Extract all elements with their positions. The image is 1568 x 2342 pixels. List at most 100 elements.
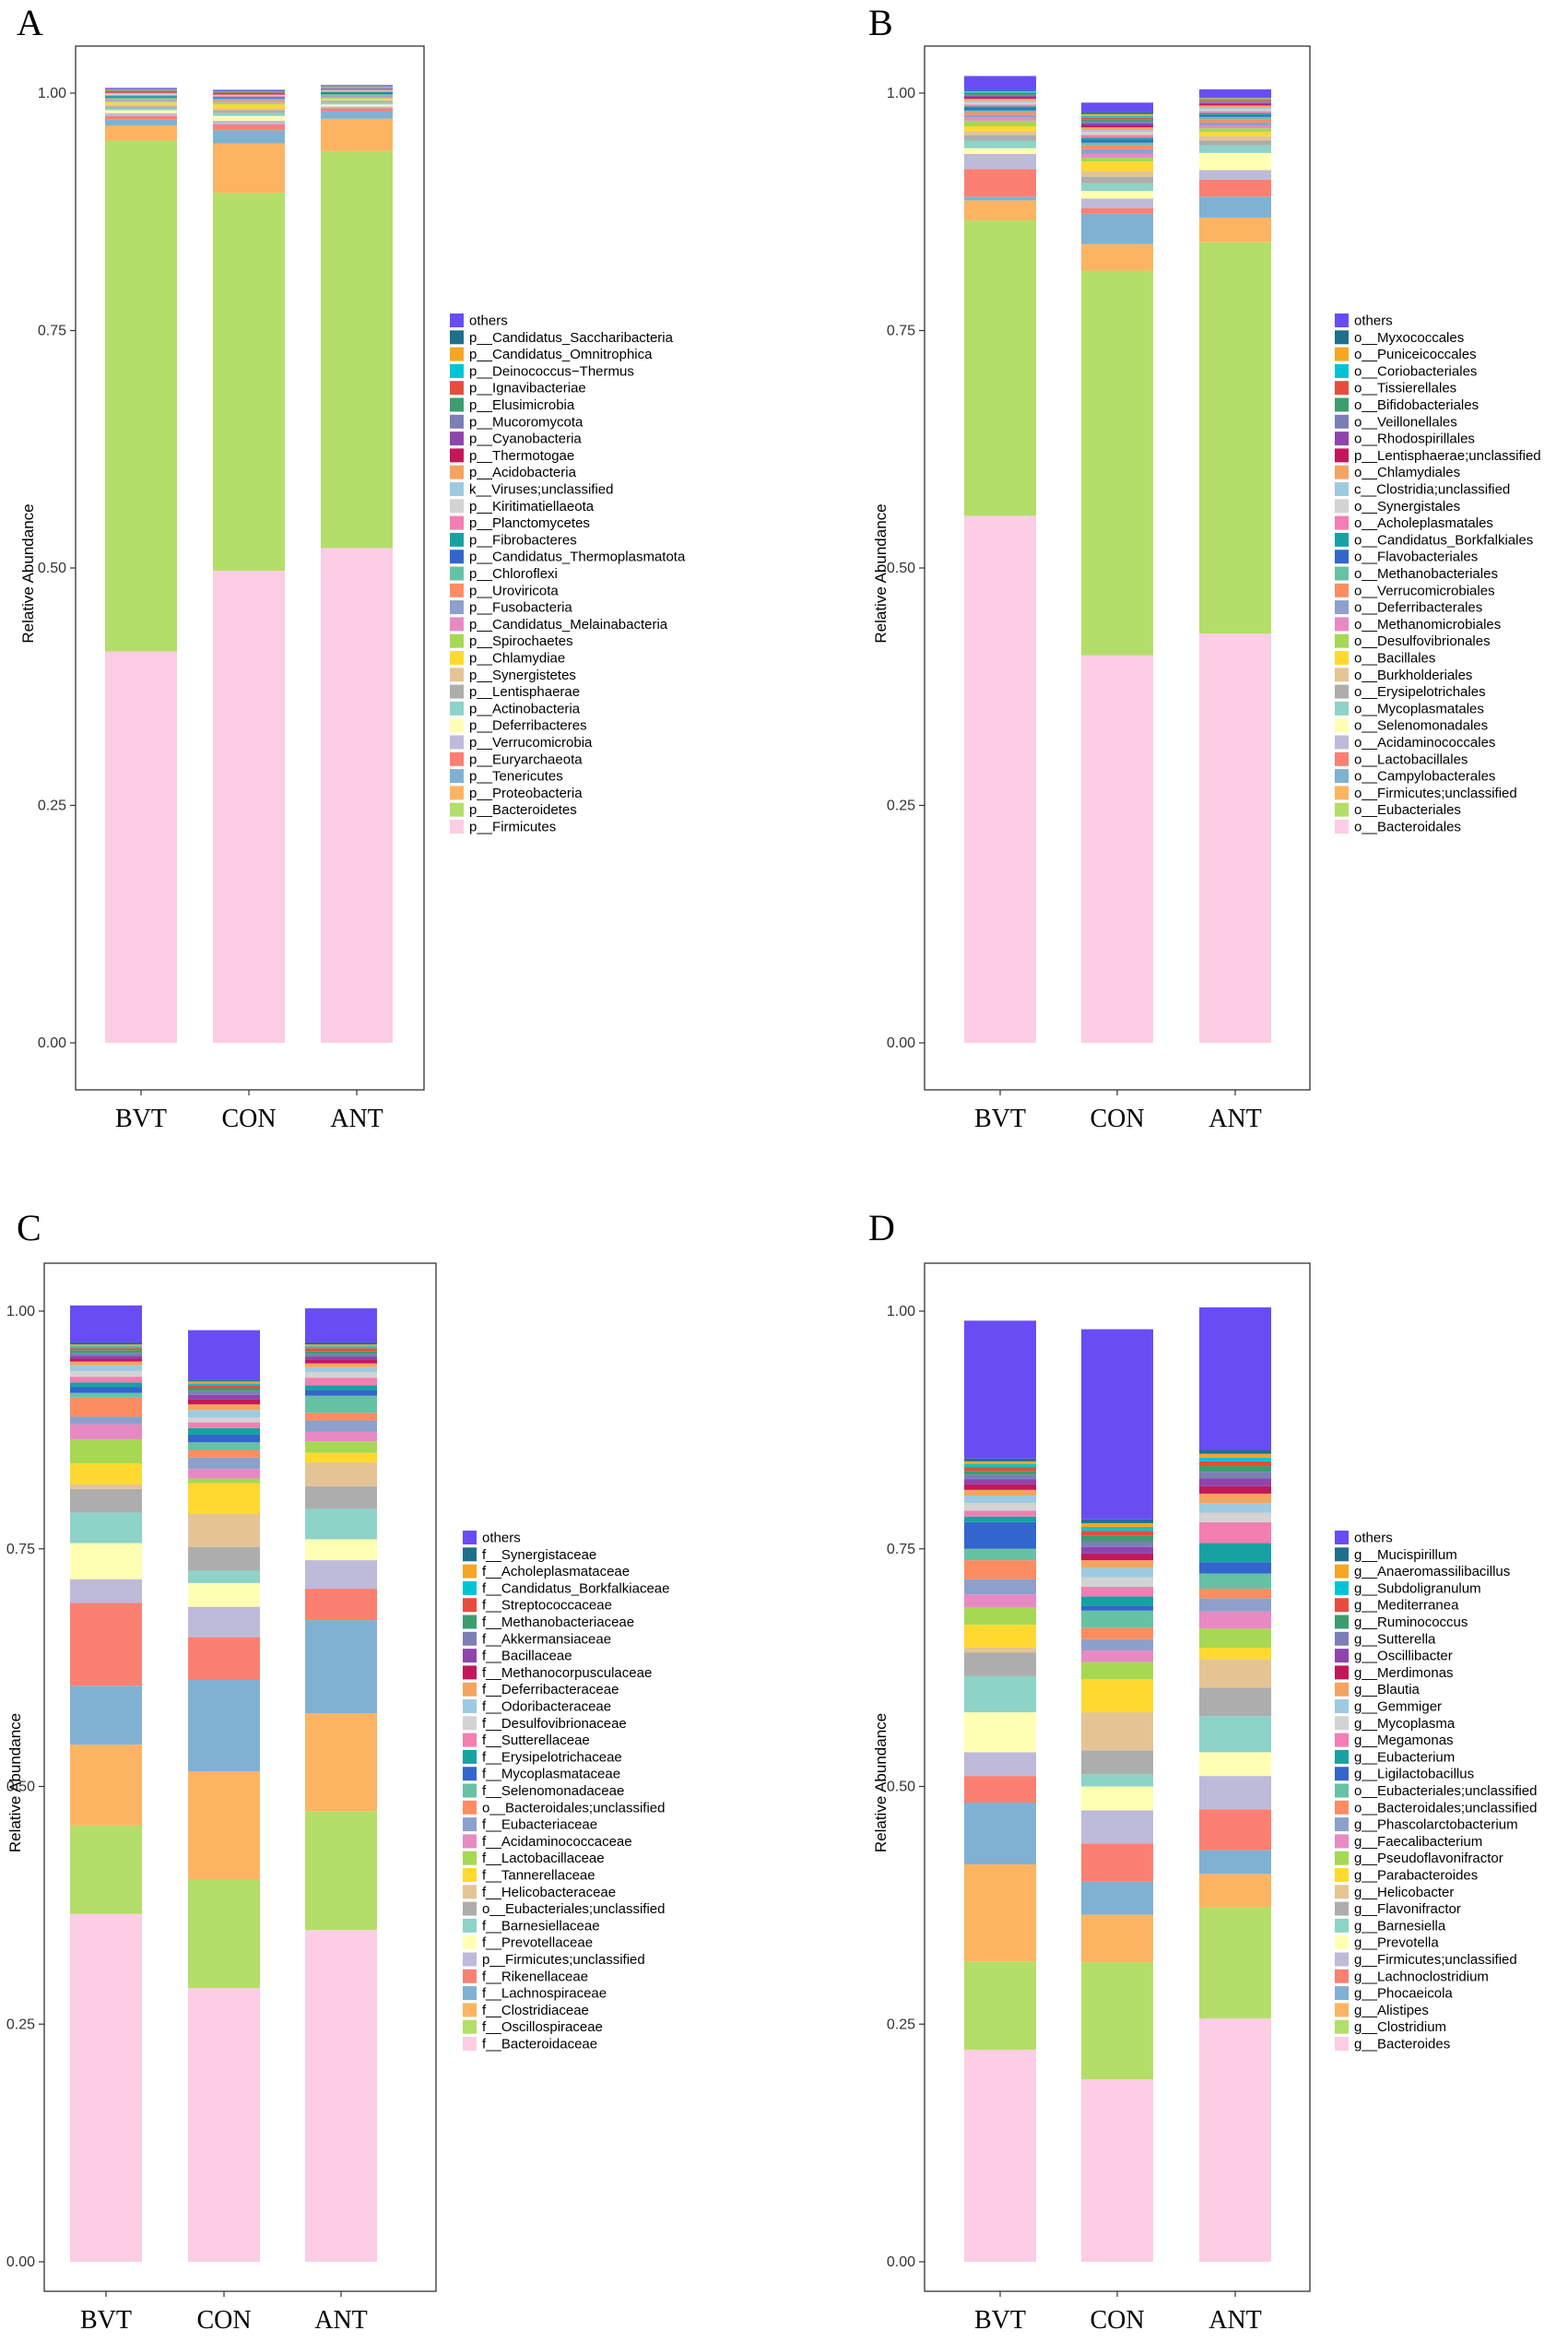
legend-swatch [450, 633, 464, 648]
bar-segment [321, 88, 393, 89]
bar-segment [213, 102, 285, 105]
bar-segment [213, 94, 285, 96]
bar-segment [70, 1392, 142, 1398]
bar-segment [70, 1579, 142, 1603]
legend-swatch [450, 668, 464, 682]
bar-segment [1199, 1307, 1271, 1450]
bar-segment [1081, 1662, 1153, 1679]
bar-segment [105, 102, 177, 105]
bar-segment [1081, 121, 1153, 124]
legend-label: o__Mycoplasmatales [1354, 701, 1484, 716]
bar-segment [1081, 176, 1153, 183]
bar-segment [70, 1439, 142, 1463]
bar-segment [105, 89, 177, 90]
legend-label: p__Planctomycetes [469, 515, 590, 531]
bar-segment [1199, 1573, 1271, 1590]
bar-segment [1081, 1522, 1153, 1528]
legend-swatch [463, 1631, 477, 1646]
legend-swatch [1335, 633, 1349, 648]
bar-segment [1199, 1466, 1271, 1473]
legend-swatch [463, 1767, 477, 1781]
bar-segment [964, 1521, 1036, 1549]
bar-segment [1081, 171, 1153, 177]
x-category-label: BVT [115, 1105, 167, 1133]
legend-label: g__Mediterranea [1354, 1598, 1459, 1614]
bar-segment [305, 1811, 377, 1931]
bar-segment [1081, 119, 1153, 122]
legend-swatch [463, 1868, 477, 1882]
bar-segment [1199, 1687, 1271, 1717]
legend-swatch [1335, 1649, 1349, 1663]
legend-swatch [463, 1952, 477, 1967]
legend-swatch [463, 1699, 477, 1713]
legend-label: f__Candidatus_Borkfalkiaceae [482, 1580, 669, 1596]
bar-segment [964, 1458, 1036, 1461]
bar-segment [105, 140, 177, 652]
bar-segment [964, 1776, 1036, 1804]
bar-segment [1199, 1752, 1271, 1777]
legend-swatch [1335, 1885, 1349, 1899]
bar-segment [70, 1344, 142, 1347]
bar-segment [321, 89, 393, 91]
legend-swatch [1335, 347, 1349, 361]
bar-segment [188, 1417, 260, 1423]
legend-swatch [1335, 718, 1349, 733]
bar-segment [1081, 1541, 1153, 1547]
legend-label: g__Eubacterium [1354, 1749, 1455, 1765]
bar-segment [188, 1570, 260, 1583]
bar-segment [305, 1346, 377, 1349]
bar-segment [1199, 1457, 1271, 1461]
bar-segment [1081, 1546, 1153, 1554]
legend-label: g__Ligilactobacillus [1354, 1767, 1474, 1782]
legend-label: f__Clostridiaceae [482, 2003, 589, 2018]
legend-label: f__Odoribacteraceae [482, 1699, 611, 1715]
legend-label: g__Phocaeicola [1354, 1986, 1453, 2002]
legend-swatch [1335, 1733, 1349, 1747]
legend-label: p__Candidatus_Saccharibacteria [469, 330, 674, 346]
legend-swatch [463, 1918, 477, 1933]
legend-label: o__Tissierellales [1354, 381, 1456, 396]
legend-label: f__Akkermansiaceae [482, 1631, 611, 1647]
bar-segment [213, 571, 285, 1043]
bar-segment [1199, 196, 1271, 218]
bar-segment [1199, 109, 1271, 112]
bar-segment [305, 1539, 377, 1561]
legend-label: p__Synergistetes [469, 668, 576, 683]
legend-label: g__Merdimonas [1354, 1665, 1454, 1681]
bar-segment [213, 90, 285, 92]
legend-swatch [1335, 820, 1349, 834]
legend-swatch [1335, 1851, 1349, 1865]
bar-segment [70, 1462, 142, 1484]
bar-segment [213, 101, 285, 103]
bar-segment [964, 94, 1036, 96]
legend-label: c__Clostridia;unclassified [1354, 482, 1510, 498]
legend-label: f__Deferribacteraceae [482, 1682, 619, 1697]
bar-segment [1081, 207, 1153, 214]
bar-segment [305, 1363, 377, 1367]
legend-swatch [1335, 651, 1349, 665]
legend-label: o__Desulfovibrionales [1354, 633, 1491, 649]
bar-segment [1081, 1553, 1153, 1561]
bar-segment [321, 94, 393, 96]
legend-swatch [450, 820, 464, 834]
bar-segment [70, 1424, 142, 1440]
bar-segment [188, 1513, 260, 1547]
legend-label: o__Puniceicoccales [1354, 347, 1477, 362]
legend-swatch [1335, 2019, 1349, 2034]
legend-label: g__Pseudoflavonifractor [1354, 1851, 1503, 1866]
y-axis-label: Relative Abundance [872, 1713, 890, 1852]
panel-A: A 0.00 0.25 0.50 0.75 1.00 Relative Abundance B… [17, 2, 686, 1133]
legend-swatch [450, 735, 464, 750]
bar-segment [188, 1394, 260, 1400]
bar-segment [105, 95, 177, 97]
legend-label: f__Lachnospiraceae [482, 1986, 607, 2002]
bar-segment [1081, 1531, 1153, 1536]
legend-swatch [1335, 515, 1349, 530]
legend-label: g__Firmicutes;unclassified [1354, 1952, 1517, 1968]
bar-segment [213, 130, 285, 144]
legend-swatch [1335, 1615, 1349, 1629]
legend-swatch [1335, 1598, 1349, 1613]
legend-label: f__Helicobacteraceae [482, 1885, 616, 1900]
bar-segment [964, 1752, 1036, 1777]
bar-segment [964, 1652, 1036, 1676]
